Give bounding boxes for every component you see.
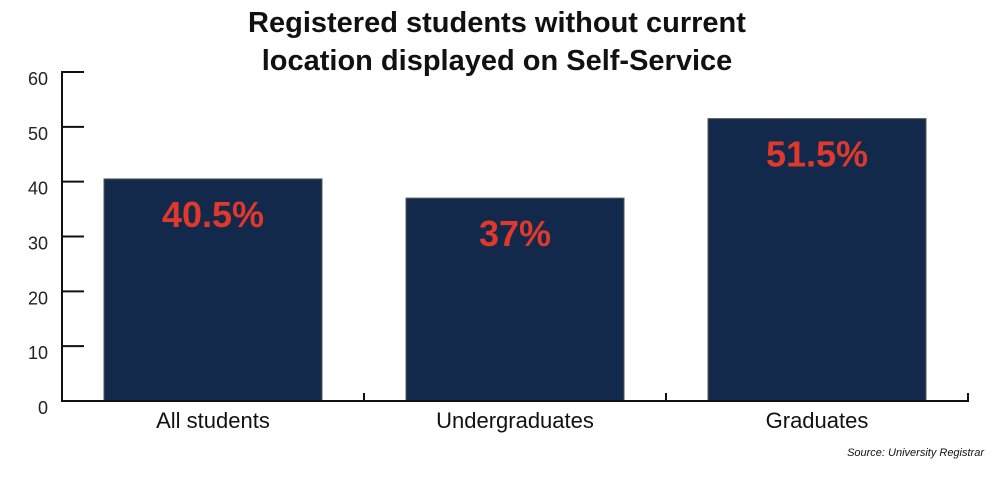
y-tick-label: 60	[28, 69, 48, 89]
y-tick-label: 20	[28, 288, 48, 308]
chart-title-line-1: Registered students without current	[248, 7, 746, 39]
bar	[405, 197, 625, 402]
bar-value-label: 40.5%	[162, 194, 264, 235]
x-tick-label: All students	[156, 408, 270, 433]
y-tick-label: 40	[28, 179, 48, 199]
bar	[103, 178, 323, 402]
bar-value-label: 51.5%	[766, 134, 868, 175]
y-tick-label: 10	[28, 343, 48, 363]
x-tick-label: Undergraduates	[436, 408, 594, 433]
y-tick-label: 0	[38, 398, 48, 418]
bar-value-label: 37%	[479, 213, 551, 254]
x-tick-label: Graduates	[766, 408, 869, 433]
bar	[707, 118, 927, 402]
chart-title-line-2: location displayed on Self-Service	[261, 45, 733, 77]
chart-title: Registered students without current loca…	[0, 4, 994, 80]
y-tick-label: 30	[28, 234, 48, 254]
source-note: Source: University Registrar	[847, 447, 984, 459]
y-tick-label: 50	[28, 124, 48, 144]
